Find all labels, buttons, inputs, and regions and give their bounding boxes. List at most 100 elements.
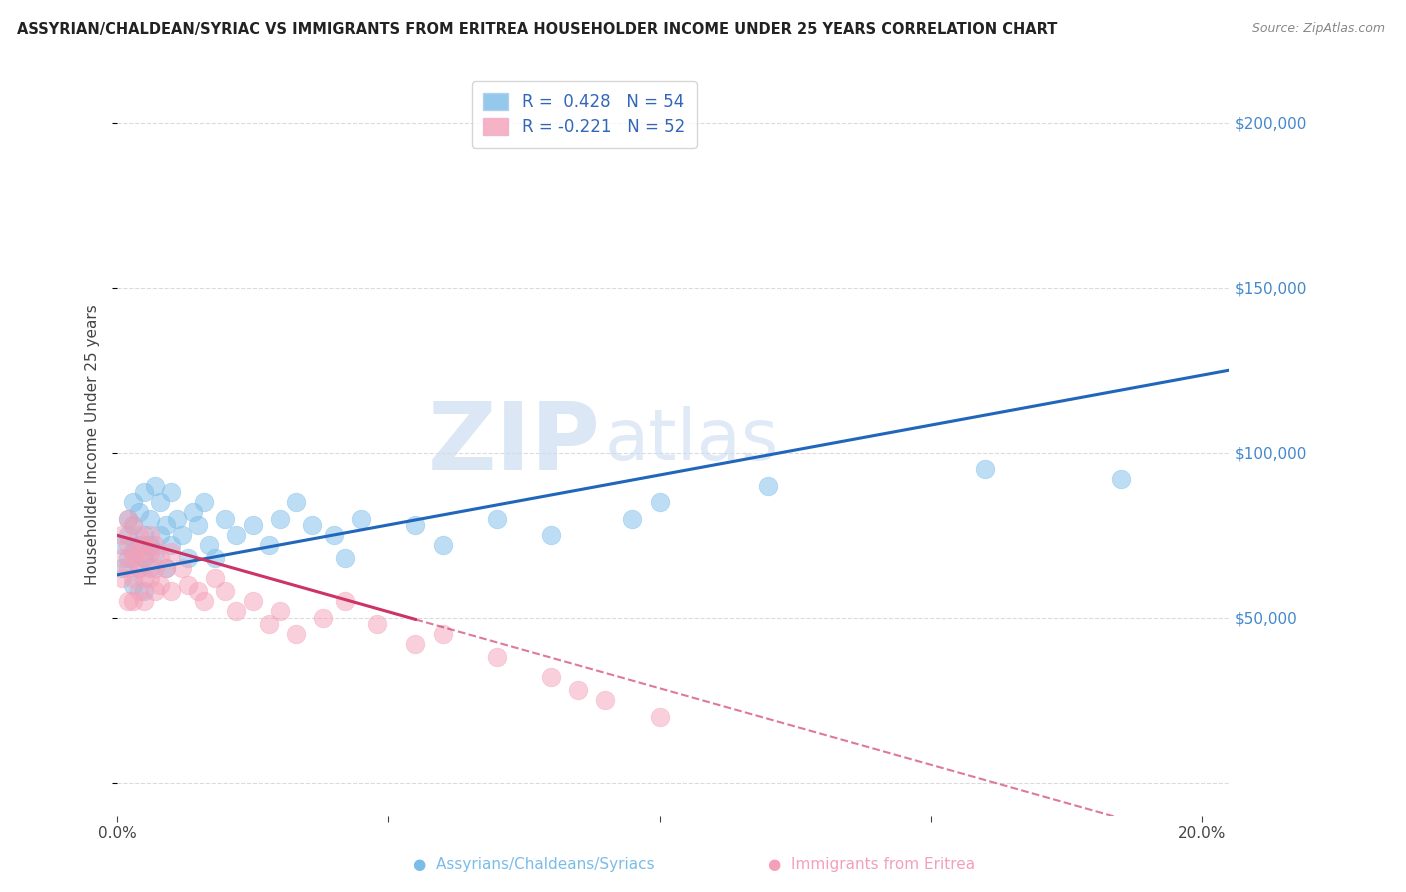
Point (193, 495, 215, 509)
Point (323, 528, 346, 542)
Point (117, 528, 139, 542)
Point (172, 561, 194, 575)
Text: ●  Assyrians/Chaldeans/Syriacs: ● Assyrians/Chaldeans/Syriacs (413, 857, 655, 872)
Point (122, 495, 145, 509)
Point (269, 604, 291, 618)
Point (404, 637, 426, 651)
Point (138, 571, 160, 585)
Point (485, 650, 508, 665)
Point (198, 538, 221, 552)
Point (117, 594, 139, 608)
Point (176, 578, 198, 592)
Point (128, 528, 150, 542)
Point (132, 571, 155, 585)
Point (132, 551, 155, 566)
Point (257, 538, 280, 552)
Point (117, 551, 139, 566)
Point (117, 561, 139, 575)
Point (117, 512, 139, 526)
Point (111, 571, 134, 585)
Point (155, 518, 177, 533)
Point (128, 538, 150, 552)
Point (187, 518, 209, 533)
Point (111, 551, 134, 566)
Point (149, 578, 172, 592)
Point (432, 627, 454, 641)
Point (128, 545, 150, 559)
Point (128, 561, 150, 575)
Point (122, 545, 145, 559)
Point (138, 538, 160, 552)
Point (312, 611, 335, 625)
Point (350, 512, 373, 526)
Point (111, 561, 134, 575)
Point (567, 683, 589, 698)
Point (595, 693, 617, 707)
Point (155, 561, 177, 575)
Point (485, 512, 508, 526)
Point (301, 518, 323, 533)
Text: ASSYRIAN/CHALDEAN/SYRIAC VS IMMIGRANTS FROM ERITREA HOUSEHOLDER INCOME UNDER 25 : ASSYRIAN/CHALDEAN/SYRIAC VS IMMIGRANTS F… (17, 22, 1057, 37)
Point (181, 505, 204, 519)
Point (138, 561, 160, 575)
Point (122, 551, 145, 566)
Point (176, 551, 198, 566)
Point (138, 545, 160, 559)
Point (122, 518, 145, 533)
Point (648, 710, 671, 724)
Point (166, 512, 188, 526)
Point (172, 528, 194, 542)
Point (117, 512, 139, 526)
Point (128, 584, 150, 599)
Point (122, 594, 145, 608)
Text: ZIP: ZIP (427, 399, 600, 491)
Point (138, 512, 160, 526)
Point (285, 495, 308, 509)
Point (225, 604, 247, 618)
Point (122, 545, 145, 559)
Legend: R =  0.428   N = 54, R = -0.221   N = 52: R = 0.428 N = 54, R = -0.221 N = 52 (472, 81, 696, 148)
Point (242, 594, 264, 608)
Point (193, 594, 215, 608)
Point (143, 584, 166, 599)
Y-axis label: Householder Income Under 25 years: Householder Income Under 25 years (86, 304, 100, 585)
Point (432, 538, 454, 552)
Point (132, 538, 155, 552)
Point (149, 495, 172, 509)
Point (132, 551, 155, 566)
Text: atlas: atlas (605, 406, 779, 475)
Point (974, 462, 997, 476)
Point (404, 518, 426, 533)
Point (160, 538, 183, 552)
Point (143, 479, 166, 493)
Point (143, 561, 166, 575)
Point (122, 571, 145, 585)
Point (540, 528, 562, 542)
Point (143, 545, 166, 559)
Point (333, 594, 356, 608)
Point (122, 518, 145, 533)
Point (204, 551, 226, 566)
Point (214, 584, 236, 599)
Point (132, 584, 155, 599)
Point (214, 512, 236, 526)
Point (225, 528, 247, 542)
Point (187, 584, 209, 599)
Point (143, 538, 166, 552)
Point (128, 505, 150, 519)
Point (132, 594, 155, 608)
Point (1109, 472, 1132, 486)
Point (160, 485, 183, 500)
Point (149, 551, 172, 566)
Point (132, 485, 155, 500)
Point (333, 551, 356, 566)
Point (149, 528, 172, 542)
Point (756, 479, 779, 493)
Point (257, 617, 280, 632)
Point (128, 561, 150, 575)
Text: ●  Immigrants from Eritrea: ● Immigrants from Eritrea (768, 857, 976, 872)
Point (111, 538, 134, 552)
Point (155, 561, 177, 575)
Point (132, 528, 155, 542)
Point (621, 512, 644, 526)
